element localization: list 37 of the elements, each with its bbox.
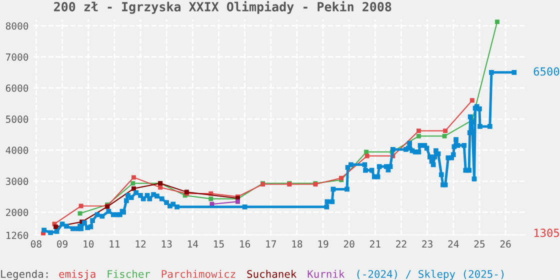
x-tick-label: 23 (422, 240, 432, 248)
x-tick-label: 13 (162, 240, 172, 248)
x-tick-label: 24 (448, 240, 459, 248)
x-tick-label: 21 (370, 240, 380, 248)
x-tick-label: 16 (240, 240, 250, 248)
text: emisja (59, 270, 96, 280)
legend-title: Legenda: (1, 270, 48, 280)
x-tick-label: 19 (318, 240, 328, 248)
y-tick-label: 6000 (6, 84, 28, 92)
y-tick-label: 5000 (6, 116, 28, 123)
y-tick-label: 8000 (6, 22, 28, 30)
text: 1305 (534, 228, 559, 238)
x-tick-label: 18 (292, 240, 302, 248)
y-tick-label: 4000 (6, 146, 28, 154)
x-tick-label: 20 (344, 240, 354, 248)
text: Suchanek (247, 270, 297, 278)
chart-title: 200 zł - Igrzyska XXIX Olimpiady - Pekin 2008 (54, 1, 392, 14)
x-tick-label: 12 (136, 240, 146, 248)
x-tick-label: 09 (57, 240, 68, 248)
x-tick-label: 25 (474, 240, 485, 248)
x-tick-label: 14 (188, 240, 198, 248)
text: 6500 (534, 67, 560, 76)
x-tick-label: 22 (396, 240, 406, 248)
x-tick-label: 26 (500, 240, 511, 248)
x-tick-label: 15 (214, 240, 224, 248)
y-tick-label: 1260 (6, 232, 28, 240)
text: Fischer (108, 270, 150, 278)
y-tick-label: 2000 (6, 208, 28, 216)
x-tick-label: 10 (84, 240, 94, 248)
x-tick-label: 17 (266, 240, 276, 248)
text: Kurnik (308, 270, 345, 278)
x-tick-label: 08 (30, 240, 42, 248)
text: (-2024) / Sklepy (2025-) (357, 270, 504, 280)
text: Parchimowicz (162, 270, 236, 278)
y-tick-label: 3000 (6, 178, 28, 185)
y-tick-label: 7000 (6, 53, 28, 61)
x-tick-label: 11 (110, 240, 120, 248)
